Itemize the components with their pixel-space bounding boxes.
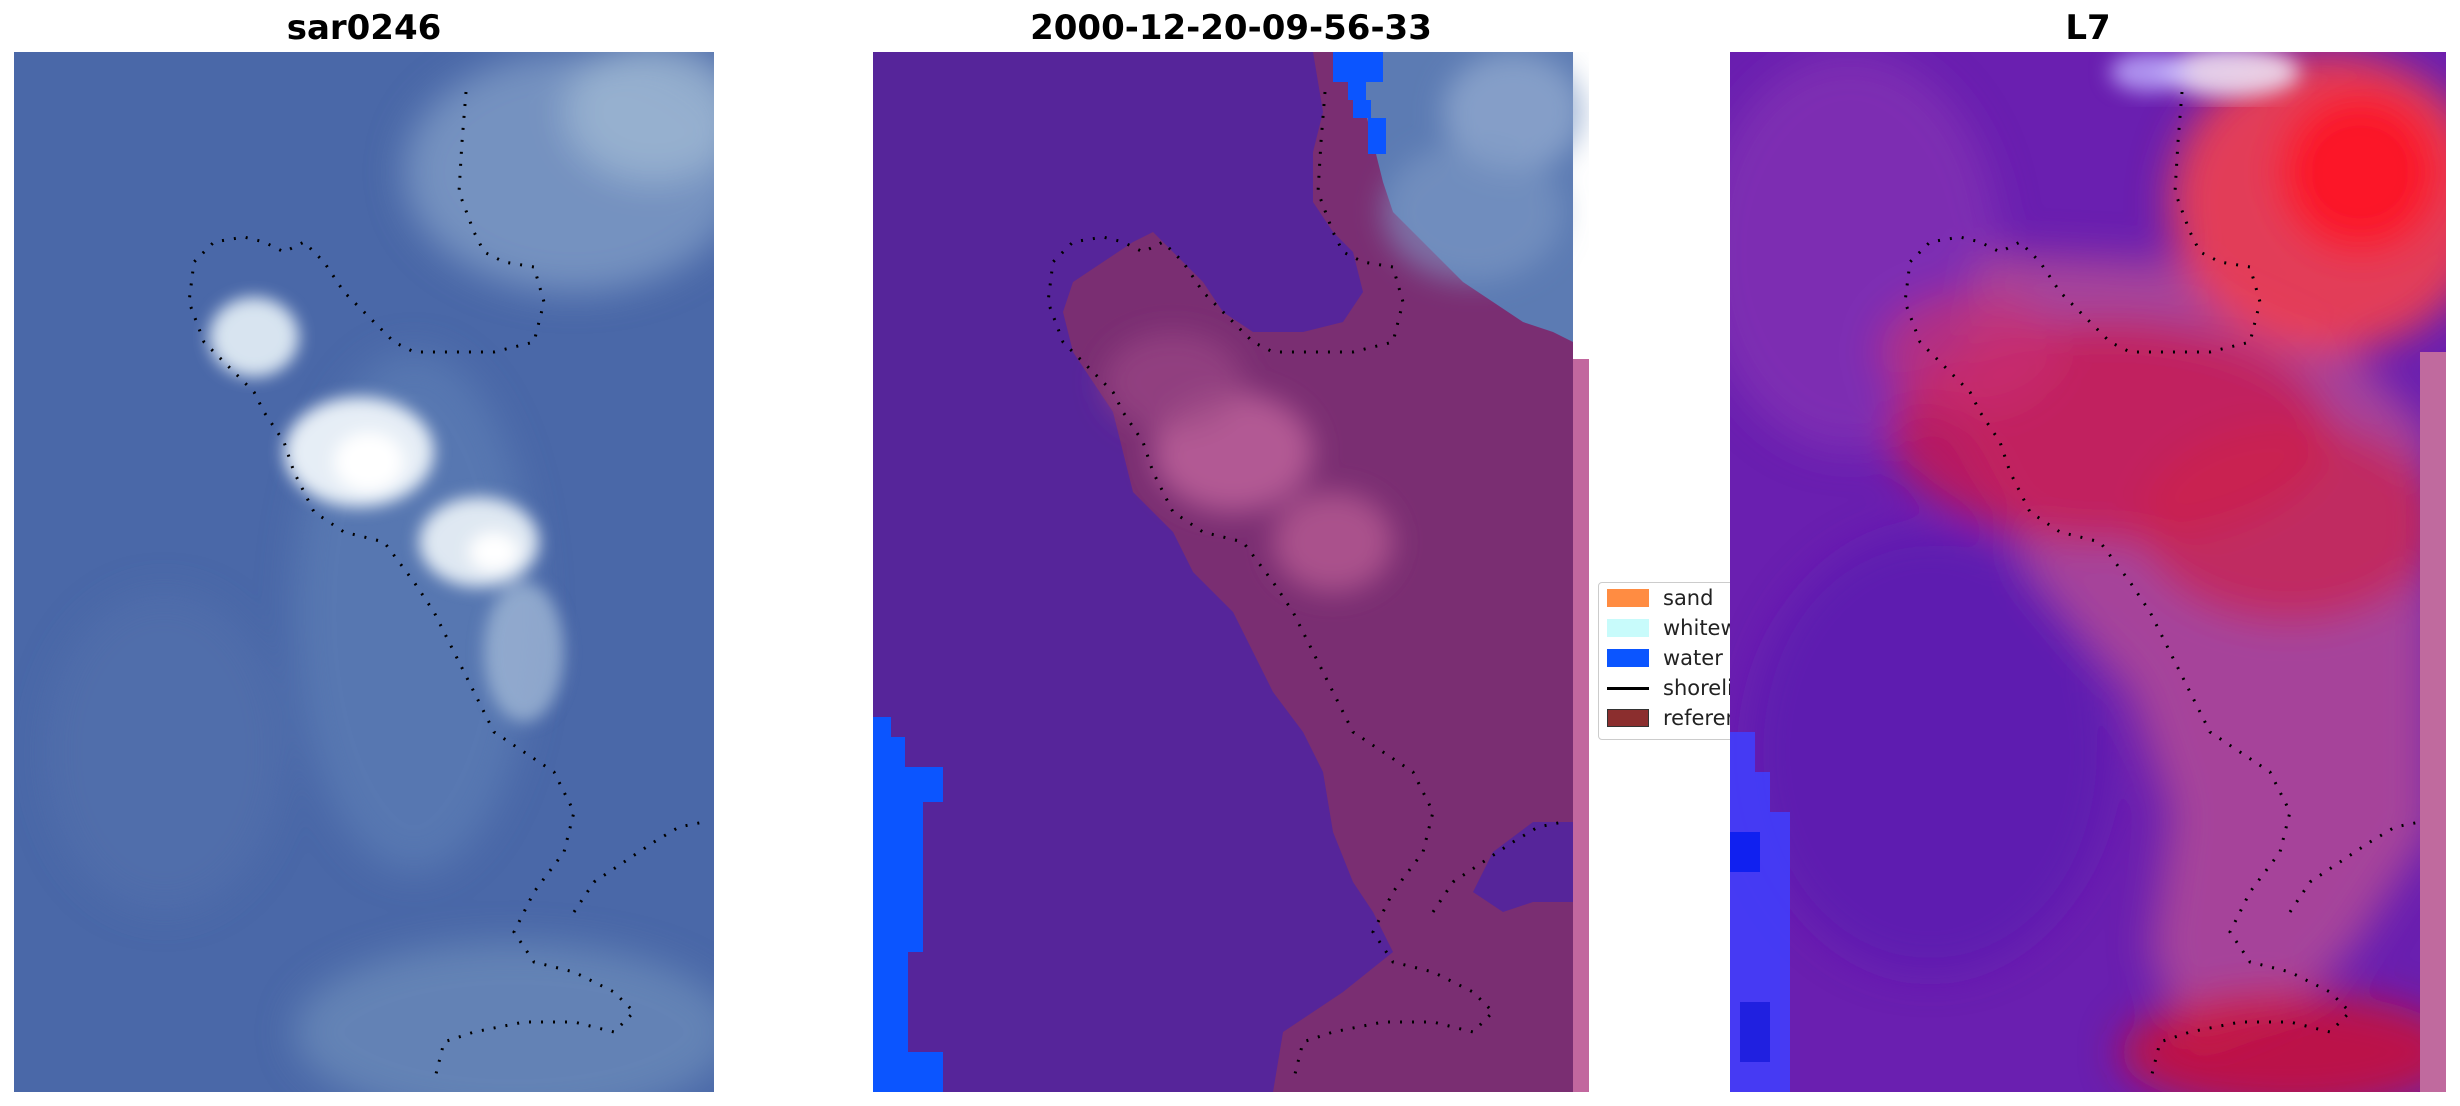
legend-swatch-sand: [1607, 589, 1649, 607]
legend-item-shoreline: shoreline: [1607, 675, 1733, 701]
legend-line-shoreline: [1607, 686, 1649, 690]
panel-title-date: 2000-12-20-09-56-33: [1030, 8, 1432, 48]
classification-image: [873, 52, 1589, 1092]
index-image: [1730, 52, 2446, 1092]
legend-label-water: water: [1663, 646, 1723, 670]
panel-title-rgb: sar0246: [286, 8, 442, 48]
legend-item-reference: reference shoreline: [1607, 705, 1733, 731]
legend-swatch-water: [1607, 649, 1649, 667]
rgb-image: [14, 52, 714, 1092]
legend-label-reference: reference shoreline: [1663, 706, 1733, 730]
legend-swatch-reference: [1607, 709, 1649, 727]
legend-swatch-whitewater: [1607, 619, 1649, 637]
legend-item-water: water: [1607, 645, 1723, 671]
legend-item-sand: sand: [1607, 585, 1713, 611]
legend-label-sand: sand: [1663, 586, 1714, 610]
legend-label-shoreline: shoreline: [1663, 676, 1733, 700]
panel-title-index: L7: [2065, 8, 2111, 48]
